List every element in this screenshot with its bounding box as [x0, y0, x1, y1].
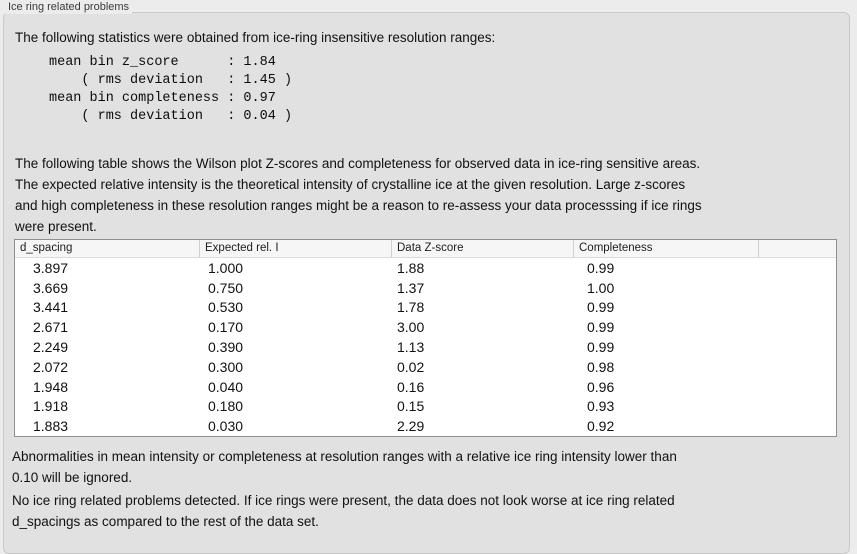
cell: 1.88 — [397, 259, 425, 276]
text-line: The following table shows the Wilson plo… — [15, 156, 701, 171]
cell: 2.249 — [33, 339, 69, 356]
group-box: The following statistics were obtained f… — [3, 12, 850, 554]
cell: 0.02 — [397, 358, 425, 375]
cell: 3.897 — [33, 259, 69, 276]
ice-ring-table: d_spacing Expected rel. I Data Z-score Comp… — [14, 239, 837, 437]
intro-text: The following statistics were obtained f… — [15, 30, 496, 45]
cell: 0.180 — [208, 398, 244, 415]
cell: 1.918 — [33, 398, 69, 415]
cell: 1.883 — [33, 418, 69, 435]
cell: 3.00 — [397, 319, 425, 336]
text-line: The expected relative intensity is the t… — [15, 177, 686, 192]
cell: 2.072 — [33, 358, 69, 375]
cell: 0.92 — [587, 418, 615, 435]
cell: 0.99 — [587, 259, 615, 276]
column-header[interactable]: Data Z-score — [391, 240, 573, 257]
table-row[interactable]: 1.918 0.180 0.15 0.93 — [15, 396, 836, 416]
text-line: mean bin completeness : 0.97 — [49, 91, 276, 106]
cell: 0.750 — [208, 279, 244, 296]
conclusion-text: No ice ring related problems detected. I… — [12, 490, 675, 532]
table-row[interactable]: 1.948 0.040 0.16 0.96 — [15, 377, 836, 397]
cell-filler — [758, 357, 836, 377]
cell-filler — [758, 396, 836, 416]
cell: 1.00 — [587, 279, 615, 296]
table-row[interactable]: 2.249 0.390 1.13 0.99 — [15, 337, 836, 357]
table-row[interactable]: 2.072 0.300 0.02 0.98 — [15, 357, 836, 377]
table-description-text: The following table shows the Wilson plo… — [15, 153, 702, 237]
cell: 1.13 — [397, 339, 425, 356]
column-header[interactable]: Expected rel. I — [199, 240, 391, 257]
column-header[interactable]: d_spacing — [20, 242, 73, 254]
table-row[interactable]: 3.441 0.530 1.78 0.99 — [15, 298, 836, 318]
cell: 0.15 — [397, 398, 425, 415]
table-body: 3.897 1.000 1.88 0.99 3.669 0.750 1.37 1.00 3.44… — [15, 258, 836, 436]
text-line: Abnormalities in mean intensity or compl… — [12, 449, 677, 464]
cell: 1.000 — [208, 259, 244, 276]
cell: 0.530 — [208, 299, 244, 316]
table-header: d_spacing Expected rel. I Data Z-score Comp… — [15, 240, 836, 258]
cell: 0.300 — [208, 358, 244, 375]
group-box-title: Ice ring related problems — [5, 1, 133, 14]
cell: 0.99 — [587, 339, 615, 356]
cell-filler — [758, 337, 836, 357]
table-row[interactable]: 1.883 0.030 2.29 0.92 — [15, 416, 836, 436]
table-row[interactable]: 3.897 1.000 1.88 0.99 — [15, 258, 836, 278]
cell: 3.669 — [33, 279, 69, 296]
cell: 2.29 — [397, 418, 425, 435]
cell: 0.98 — [587, 358, 615, 375]
cell: 0.16 — [397, 378, 425, 395]
text-line: and high completeness in these resolutio… — [15, 198, 702, 213]
cell: 0.040 — [208, 378, 244, 395]
cell: 3.441 — [33, 299, 69, 316]
cell-filler — [758, 278, 836, 298]
cell: 0.390 — [208, 339, 244, 356]
column-header[interactable]: Completeness — [573, 240, 758, 257]
cell-filler — [758, 377, 836, 397]
cell: 1.948 — [33, 378, 69, 395]
text-line: ( rms deviation : 0.04 ) — [49, 109, 293, 124]
cell: 2.671 — [33, 319, 69, 336]
cell-filler — [758, 416, 836, 436]
column-header-filler — [758, 240, 836, 257]
cell: 0.96 — [587, 378, 615, 395]
ice-ring-panel: Ice ring related problems The following … — [3, 1, 850, 554]
cell: 0.99 — [587, 299, 615, 316]
cell: 0.030 — [208, 418, 244, 435]
table-row[interactable]: 3.669 0.750 1.37 1.00 — [15, 278, 836, 298]
cell: 0.93 — [587, 398, 615, 415]
text-line: ( rms deviation : 1.45 ) — [49, 73, 293, 88]
statistics-block: mean bin z_score : 1.84 ( rms deviation … — [49, 54, 292, 126]
text-line: d_spacings as compared to the rest of th… — [12, 514, 319, 529]
text-line: 0.10 will be ignored. — [12, 470, 133, 485]
table-row[interactable]: 2.671 0.170 3.00 0.99 — [15, 317, 836, 337]
cell-filler — [758, 317, 836, 337]
note-text: Abnormalities in mean intensity or compl… — [12, 446, 677, 488]
cell-filler — [758, 298, 836, 318]
cell: 0.170 — [208, 319, 244, 336]
text-line: mean bin z_score : 1.84 — [49, 55, 276, 70]
text-line: No ice ring related problems detected. I… — [12, 493, 675, 508]
cell-filler — [758, 258, 836, 278]
text-line: were present. — [15, 219, 97, 234]
cell: 1.78 — [397, 299, 425, 316]
cell: 0.99 — [587, 319, 615, 336]
cell: 1.37 — [397, 279, 425, 296]
